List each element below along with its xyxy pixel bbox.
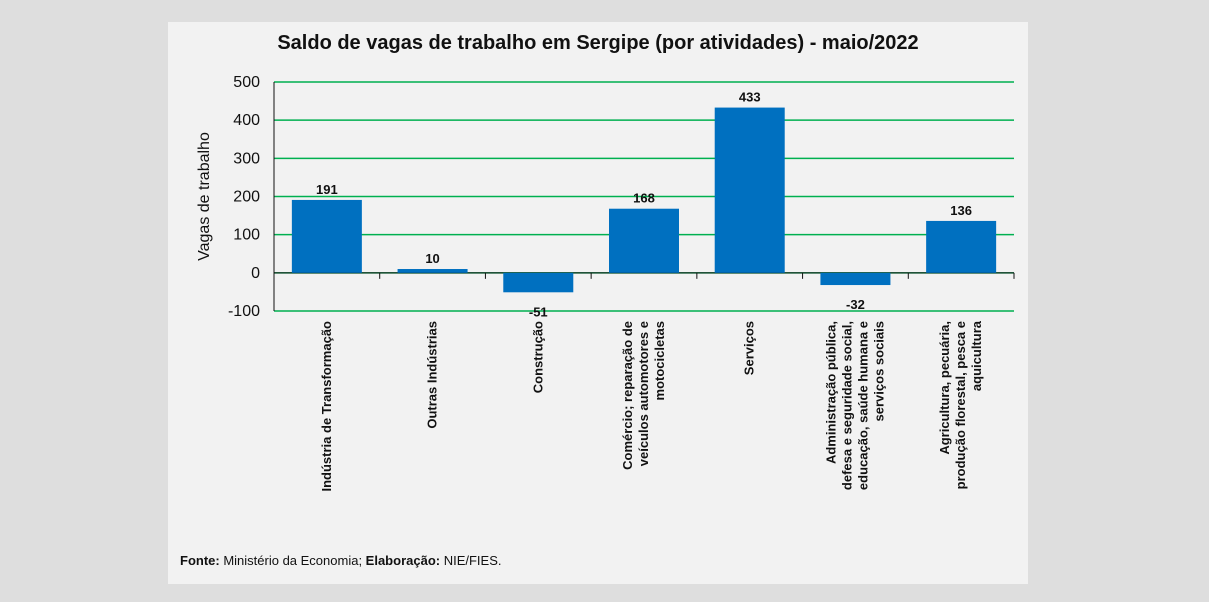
x-category-label: Construção: [530, 321, 545, 393]
data-label: -32: [846, 297, 865, 312]
x-category-label-line: Administração pública,: [823, 321, 838, 464]
bar: [820, 272, 891, 286]
bar: [291, 199, 362, 273]
x-category-label: Serviços: [742, 321, 757, 375]
bar: [503, 272, 574, 293]
x-category-label: Outras Indústrias: [425, 321, 440, 429]
bar: [609, 208, 679, 273]
data-label: 191: [316, 182, 338, 197]
x-category-label-line: Serviços: [742, 321, 757, 375]
source-text: Ministério da Economia;: [219, 553, 366, 568]
x-category-label-line: educação, saúde humana e: [855, 321, 870, 490]
chart-panel: Saldo de vagas de trabalho em Sergipe (p…: [168, 22, 1028, 584]
bar: [926, 220, 997, 273]
y-tick-label: 0: [251, 265, 260, 282]
x-category-label-line: Indústria de Transformação: [319, 321, 334, 492]
y-axis-title: Vagas de trabalho: [196, 132, 213, 261]
bar: [714, 107, 785, 273]
data-label: 136: [950, 203, 972, 218]
bar: [397, 269, 468, 273]
x-category-label-line: produção florestal, pesca e: [953, 321, 968, 489]
elaboration-text: NIE/FIES.: [440, 553, 502, 568]
y-tick-label: 300: [233, 150, 260, 167]
source-label: Fonte:: [180, 553, 220, 568]
x-category-label-line: Agricultura, pecuária,: [937, 321, 952, 455]
x-category-label-line: defesa e seguridade social,: [839, 321, 854, 490]
y-tick-label: 200: [233, 189, 260, 206]
chart-title: Saldo de vagas de trabalho em Sergipe (p…: [277, 32, 919, 54]
x-category-label-line: motocicletas: [652, 321, 667, 400]
y-tick-label: -100: [228, 303, 260, 320]
y-tick-label: 400: [233, 112, 260, 129]
x-category-label-line: serviços sociais: [871, 321, 886, 421]
x-category-label-line: aquicultura: [969, 320, 984, 391]
data-label: 10: [425, 251, 439, 266]
bar-chart: -100 0 100 200 300 400 500 Vagas de trabalho 191…: [196, 74, 1015, 492]
data-label: 433: [739, 90, 761, 105]
y-tick-label: 100: [233, 227, 260, 244]
x-category-label-line: Outras Indústrias: [425, 321, 440, 429]
source-note: Fonte: Ministério da Economia; Elaboraçã…: [180, 553, 502, 568]
x-category-label-line: veículos automotores e: [636, 321, 651, 466]
x-category-label-line: Construção: [530, 321, 545, 393]
y-tick-label: 500: [233, 74, 260, 91]
x-category-label: Indústria de Transformação: [319, 321, 334, 492]
x-category-label: Comércio; reparação deveículos automotor…: [620, 321, 667, 470]
data-label: -51: [529, 304, 548, 319]
x-category-label-line: Comércio; reparação de: [620, 321, 635, 470]
data-label: 168: [633, 191, 655, 206]
x-category-label: Agricultura, pecuária,produção florestal…: [937, 320, 984, 489]
elaboration-label: Elaboração:: [365, 553, 441, 568]
x-category-label: Administração pública,defesa e seguridad…: [823, 321, 886, 490]
